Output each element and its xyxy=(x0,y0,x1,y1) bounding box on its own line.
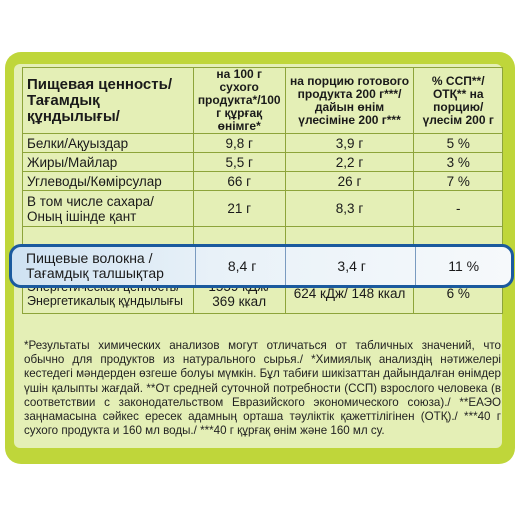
fiber-divider xyxy=(195,247,196,285)
header-nutrient: Пищевая ценность/ Тағамдық құндылығы/ xyxy=(22,67,194,134)
row-value-portion: 26 г xyxy=(284,171,415,191)
row-value-percent: 7 % xyxy=(413,171,503,191)
table-header-row: Пищевая ценность/ Тағамдық құндылығы/ на… xyxy=(22,67,503,134)
row-value-percent: 3 % xyxy=(413,152,503,172)
row-value-100g: 8,4 г xyxy=(227,258,257,274)
table-row-fat: Жиры/Майлар 5,5 г 2,2 г 3 % xyxy=(22,152,503,172)
table-row-carbs: Углеводы/Көмірсулар 66 г 26 г 7 % xyxy=(22,171,503,191)
table-row-protein: Белки/Ақуыздар 9,8 г 3,9 г 5 % xyxy=(22,133,503,153)
row-value-100g: 9,8 г xyxy=(192,133,286,153)
row-value-portion: 8,3 г xyxy=(284,190,415,227)
row-label: Белки/Ақуыздар xyxy=(22,133,194,153)
row-label: В том числе сахара/ Оның ішінде қант xyxy=(22,190,194,227)
header-per-100g: на 100 г сухого продукта*/100 г құрғақ ө… xyxy=(192,67,286,134)
table-row-fiber: Пищевые волокна / Тағамдық талшықтар 8,4… xyxy=(12,247,511,285)
row-value-100g: 5,5 г xyxy=(192,152,286,172)
row-value-100g: 66 г xyxy=(192,171,286,191)
row-label: Углеводы/Көмірсулар xyxy=(22,171,194,191)
row-label: Жиры/Майлар xyxy=(22,152,194,172)
row-label: Пищевые волокна / Тағамдық талшықтар xyxy=(26,250,164,281)
header-percent: % ССП**/ОТҚ** на порцию/ үлесім 200 г xyxy=(413,67,503,134)
header-per-portion: на порцию готового продукта 200 г***/дай… xyxy=(284,67,415,134)
table-row-sugars: В том числе сахара/ Оның ішінде қант 21 … xyxy=(22,190,503,227)
row-value-100g: 21 г xyxy=(192,190,286,227)
footnote: *Результаты химических анализов могут от… xyxy=(24,339,501,438)
row-value-percent: - xyxy=(413,190,503,227)
row-value-portion: 2,2 г xyxy=(284,152,415,172)
fiber-highlight-frame xyxy=(9,244,514,288)
row-value-percent: 5 % xyxy=(413,133,503,153)
row-value-portion: 3,9 г xyxy=(284,133,415,153)
row-value-percent: 11 % xyxy=(448,258,480,274)
fiber-divider xyxy=(415,247,416,285)
row-value-portion: 3,4 г xyxy=(337,258,366,274)
fiber-divider xyxy=(285,247,286,285)
